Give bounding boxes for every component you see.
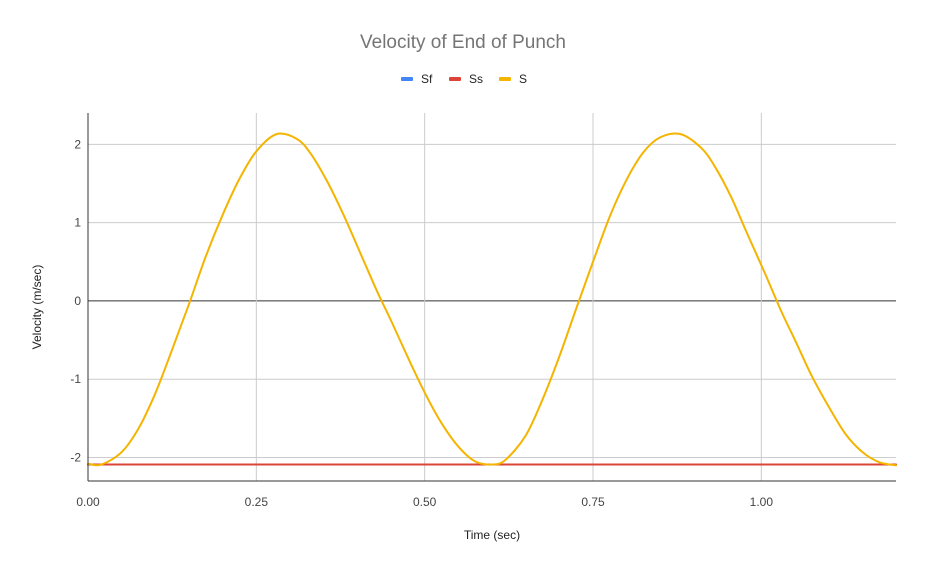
y-tick-label: 0	[74, 294, 81, 308]
y-axis-label: Velocity (m/sec)	[30, 265, 44, 350]
y-axis-ticks: -2 -1 0 1 2	[70, 137, 81, 464]
chart-title: Velocity of End of Punch	[360, 32, 566, 53]
x-tick-label: 0.50	[413, 495, 437, 509]
x-axis-ticks: 0.00 0.25 0.50 0.75 1.00	[76, 495, 773, 509]
legend-label-ss: Ss	[469, 72, 483, 86]
gridlines	[88, 113, 896, 481]
series-line-s	[87, 132, 897, 467]
x-tick-label: 1.00	[750, 495, 774, 509]
y-tick-label: -1	[70, 372, 81, 386]
y-tick-label: 2	[74, 137, 81, 151]
x-axis-label: Time (sec)	[464, 528, 520, 542]
y-tick-label: -2	[70, 451, 81, 465]
x-tick-label: 0.75	[581, 495, 605, 509]
legend: Sf Ss S	[401, 72, 527, 86]
series-layer	[87, 132, 897, 467]
legend-swatch-sf	[401, 77, 413, 81]
legend-swatch-s	[499, 77, 511, 81]
x-tick-label: 0.00	[76, 495, 100, 509]
x-tick-label: 0.25	[245, 495, 269, 509]
legend-label-s: S	[519, 72, 527, 86]
legend-label-sf: Sf	[421, 72, 433, 86]
legend-swatch-ss	[449, 77, 461, 81]
y-tick-label: 1	[74, 216, 81, 230]
